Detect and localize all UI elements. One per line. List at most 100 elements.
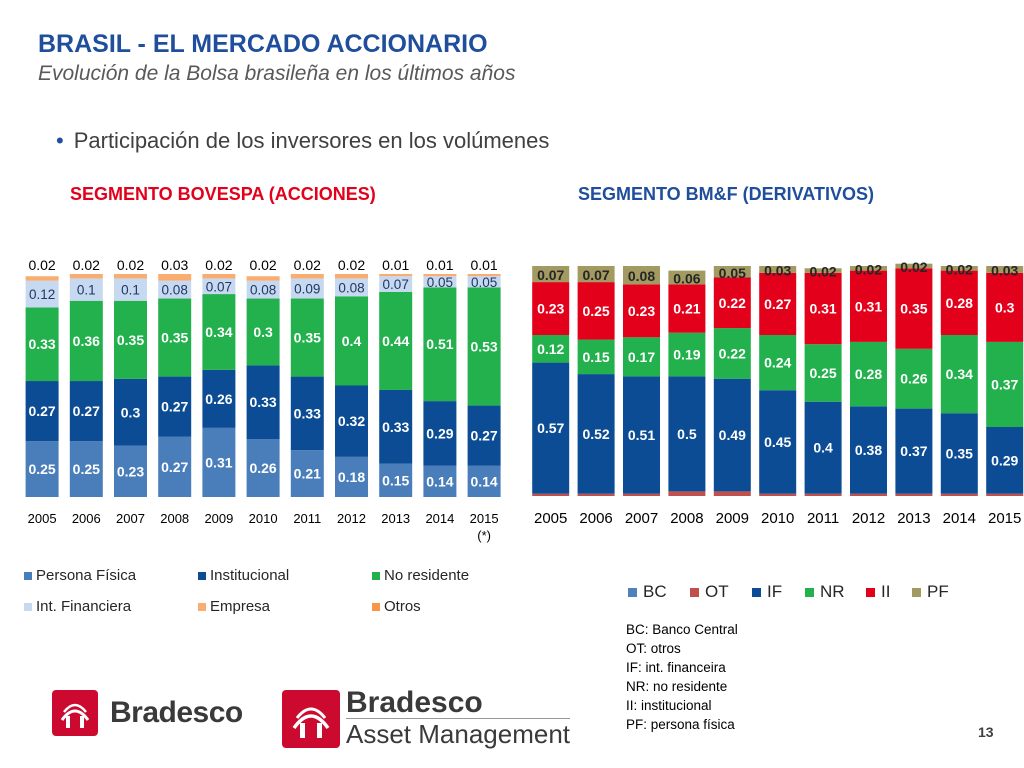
data-label: 0.03	[991, 262, 1018, 278]
x-tick-label: 2006	[72, 511, 101, 526]
top-data-label: 0.01	[470, 257, 497, 273]
bar-segment	[246, 365, 280, 440]
data-label: 0.4	[813, 440, 833, 456]
bar-segment	[467, 465, 501, 497]
bar-segment	[940, 335, 978, 414]
bar-segment	[850, 266, 887, 271]
x-tick-label: 2009	[204, 511, 233, 526]
data-label: 0.1	[121, 283, 140, 298]
bar-segment	[940, 413, 978, 494]
bar-segment	[467, 276, 501, 288]
bar-segment	[158, 298, 192, 377]
top-data-label: 0.02	[205, 257, 232, 273]
legend-swatch	[752, 587, 761, 597]
data-label: 0.49	[719, 427, 746, 443]
bar-segment	[202, 278, 236, 295]
bar-segment	[423, 276, 457, 288]
bar-segment	[986, 341, 1024, 427]
bar-segment	[850, 493, 887, 496]
top-data-label: 0.01	[382, 257, 409, 273]
bar-segment	[69, 278, 103, 301]
data-label: 0.3	[995, 299, 1015, 315]
legend-item: OT	[690, 582, 729, 602]
bar-segment	[759, 335, 797, 391]
bar-segment	[379, 389, 413, 464]
legend-label: Persona Física	[36, 567, 137, 584]
data-label: 0.33	[294, 405, 321, 421]
bullet-text: Participación de los inversores en los v…	[73, 128, 550, 153]
legend-label: Institucional	[210, 567, 290, 584]
bradesco-asset-logo: Bradesco Asset Management	[282, 688, 571, 749]
bar-segment	[114, 278, 147, 301]
legend-label: Otros	[384, 598, 421, 615]
bar-segment	[467, 405, 501, 466]
top-data-label: 0.01	[426, 257, 453, 273]
legend-label: Empresa	[210, 598, 271, 615]
bar-segment	[895, 348, 933, 409]
x-tick-label: 2007	[625, 510, 658, 527]
bar-segment	[668, 270, 706, 285]
bar-segment	[804, 493, 842, 496]
top-data-label: 0.02	[249, 257, 276, 273]
data-label: 0.17	[628, 349, 655, 365]
bar-segment	[804, 344, 842, 402]
bar-segment	[202, 427, 236, 497]
glossary-line: NR: no residente	[626, 679, 728, 694]
bradesco-logo-text: Bradesco	[110, 696, 243, 729]
data-label: 0.02	[855, 261, 882, 277]
legend-item: IF	[752, 582, 782, 602]
data-label: 0.08	[250, 283, 276, 298]
data-label: 0.35	[294, 330, 321, 346]
bar-segment	[623, 266, 660, 285]
bar-segment	[202, 274, 236, 279]
data-label: 0.51	[426, 336, 453, 352]
page-number: 13	[978, 724, 994, 740]
data-label: 0.21	[294, 466, 321, 482]
data-label: 0.4	[342, 333, 362, 349]
bar-segment	[668, 491, 706, 496]
data-label: 0.1	[77, 283, 96, 298]
data-label: 0.38	[855, 442, 882, 458]
bar-segment	[986, 493, 1024, 496]
bar-segment	[290, 298, 324, 377]
bar-segment	[850, 270, 887, 342]
legend-item: Int. Financiera	[24, 598, 131, 615]
bar-segment	[713, 491, 751, 496]
bar-segment	[379, 463, 413, 497]
bar-segment	[532, 493, 570, 496]
data-label: 0.25	[73, 461, 100, 477]
data-label: 0.44	[382, 333, 409, 349]
bradesco-tree-icon	[52, 690, 98, 736]
x-tick-label: 2010	[249, 511, 278, 526]
x-tick-label: 2015	[988, 510, 1021, 527]
x-tick-label: 2015	[470, 511, 499, 526]
legend-swatch	[372, 602, 380, 611]
bullet-dot-icon: •	[56, 128, 64, 153]
bar-segment	[290, 376, 324, 451]
data-label: 0.22	[719, 345, 746, 361]
bar-segment	[804, 268, 842, 273]
legend-swatch	[198, 602, 206, 611]
legend-label: II	[881, 582, 891, 601]
bar-segment	[940, 266, 978, 271]
data-label: 0.19	[673, 347, 700, 363]
legend-swatch	[198, 571, 206, 580]
bar-segment	[114, 300, 147, 379]
data-label: 0.31	[205, 454, 232, 470]
data-label: 0.25	[809, 365, 836, 381]
legend-label: IF	[767, 582, 783, 601]
bar-segment	[986, 266, 1024, 273]
bar-segment	[467, 287, 501, 406]
data-label: 0.07	[206, 279, 232, 294]
bullet-point: • Participación de los inversores en los …	[56, 128, 549, 154]
bar-segment	[158, 376, 192, 437]
x-tick-label: 2009	[716, 510, 749, 527]
data-label: 0.34	[205, 324, 232, 340]
bar-segment	[25, 280, 59, 308]
bar-segment	[850, 341, 887, 407]
legend-swatch	[24, 571, 32, 580]
x-tick-label: 2014	[425, 511, 454, 526]
bar-segment	[335, 385, 368, 457]
legend-swatch	[690, 587, 699, 597]
glossary-line: PF: persona física	[626, 717, 735, 732]
